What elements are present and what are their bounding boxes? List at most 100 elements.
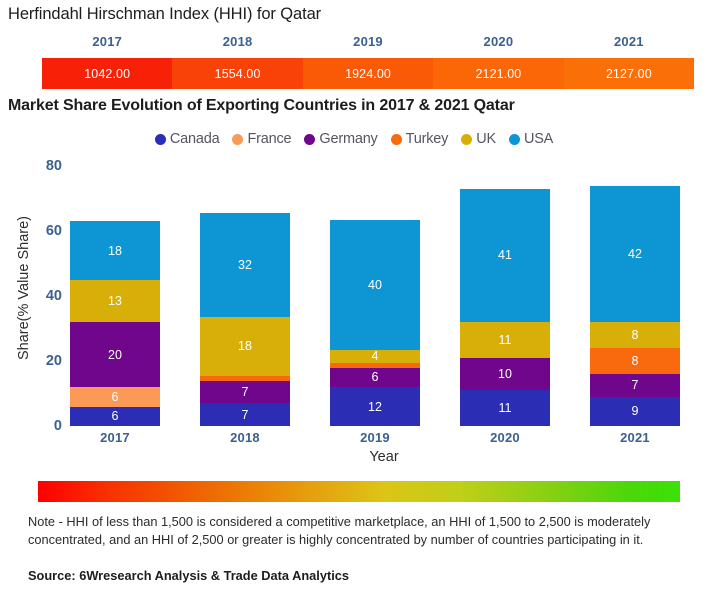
legend-swatch-icon: [154, 133, 166, 145]
legend-item-label: USA: [523, 131, 554, 147]
hhi-concentration-gradient-bar: [38, 481, 680, 502]
bar-segment-value-label: 18: [108, 243, 122, 258]
bar-segment-germany-2020[interactable]: 10: [460, 357, 550, 391]
hhi-value-cell: 2127.00: [563, 58, 694, 89]
x-axis-tick-label: 2020: [490, 430, 520, 445]
y-axis-tick-label: 80: [45, 158, 62, 174]
bar-segment-uk-2020[interactable]: 11: [460, 322, 550, 358]
bar-segment-usa-2018[interactable]: 32: [200, 213, 290, 318]
hhi-value-bar: 1042.00 1554.00 1924.00 2121.00 2127.00: [42, 58, 694, 89]
bar-segment-value-label: 13: [108, 293, 122, 308]
hhi-year-label: 2021: [613, 34, 644, 49]
hhi-value-cell: 1042.00: [42, 58, 173, 89]
bar-segment-germany-2017[interactable]: 20: [70, 322, 160, 387]
bar-segment-value-label: 7: [631, 378, 639, 393]
legend-swatch-icon: [390, 133, 402, 145]
y-axis-title: Share(% Value Share): [16, 216, 32, 361]
bar-segment-value-label: 6: [371, 370, 379, 385]
bar-column-2017[interactable]: 6 6 20 13 18: [70, 0, 160, 600]
legend-item-canada[interactable]: Canada: [154, 131, 220, 147]
legend-item-turkey[interactable]: Turkey: [390, 131, 449, 147]
hhi-year-label: 2018: [222, 34, 253, 49]
bar-segment-value-label: 9: [631, 404, 639, 419]
bar-segment-value-label: 11: [498, 332, 512, 347]
bar-segment-turkey-2019[interactable]: [330, 362, 420, 368]
y-axis-tick-label: 60: [45, 223, 62, 239]
hhi-year-header-row: 2017 2018 2019 2020 2021: [42, 34, 694, 49]
legend-swatch-icon: [304, 133, 316, 145]
y-axis-tick-label: 40: [45, 288, 62, 304]
bar-segment-value-label: 20: [108, 347, 122, 362]
legend-item-label: Canada: [169, 131, 220, 147]
legend-swatch-icon: [508, 133, 520, 145]
bar-segment-value-label: 7: [241, 407, 249, 422]
legend-item-label: Germany: [319, 131, 378, 147]
bar-segment-uk-2019[interactable]: 4: [330, 349, 420, 363]
bar-segment-value-label: 6: [111, 409, 119, 424]
chart-legend: Canada France Germany Turkey UK USA: [0, 131, 708, 147]
bar-segment-value-label: 8: [631, 354, 639, 368]
bar-segment-germany-2021[interactable]: 7: [590, 374, 680, 397]
x-axis-tick-label: 2019: [360, 430, 390, 445]
bar-segment-turkey-2021[interactable]: 8: [590, 348, 680, 374]
bar-segment-value-label: 12: [368, 399, 382, 414]
bar-column-2019[interactable]: 12 6 4 40: [330, 0, 420, 600]
bar-segment-value-label: 6: [111, 389, 119, 404]
hhi-value-cell: 1924.00: [302, 58, 434, 89]
bar-segment-uk-2018[interactable]: 18: [200, 317, 290, 376]
chart-title: Market Share Evolution of Exporting Coun…: [8, 97, 515, 114]
x-axis-title: Year: [369, 449, 399, 465]
hhi-year-label: 2019: [353, 34, 383, 49]
bar-segment-value-label: 18: [238, 339, 252, 354]
x-axis-tick-label: 2021: [620, 430, 650, 445]
legend-swatch-icon: [232, 133, 244, 145]
legend-item-france[interactable]: France: [232, 131, 292, 147]
bar-segment-value-label: 10: [498, 367, 512, 381]
bar-segment-value-label: 7: [241, 384, 249, 399]
bar-column-2020[interactable]: 11 10 11 41: [460, 0, 550, 600]
legend-item-uk[interactable]: UK: [461, 131, 496, 147]
bar-segment-canada-2018[interactable]: 7: [200, 403, 290, 426]
bar-segment-uk-2021[interactable]: 8: [590, 322, 680, 348]
y-axis-tick-label: 0: [53, 418, 62, 434]
y-axis-tick-label: 20: [45, 353, 62, 369]
hhi-value-cell: 2121.00: [433, 58, 564, 89]
bar-segment-canada-2020[interactable]: 11: [460, 390, 550, 426]
legend-item-usa[interactable]: USA: [508, 131, 554, 147]
bar-segment-usa-2017[interactable]: 18: [70, 221, 160, 280]
x-axis-tick-label: 2018: [230, 430, 260, 445]
bar-segment-germany-2018[interactable]: 7: [200, 380, 290, 404]
bar-segment-value-label: 8: [631, 328, 639, 342]
bar-segment-canada-2019[interactable]: 12: [330, 387, 420, 426]
bar-segment-value-label: 42: [628, 246, 642, 261]
hhi-value-cell: 1554.00: [172, 58, 303, 89]
x-axis-tick-label: 2017: [100, 430, 130, 445]
hhi-year-label: 2017: [92, 34, 123, 49]
bar-segment-france-2017[interactable]: 6: [70, 387, 160, 407]
bar-column-2018[interactable]: 7 7 18 32: [200, 0, 290, 600]
bar-segment-germany-2019[interactable]: 6: [330, 367, 420, 387]
bar-segment-usa-2020[interactable]: 41: [460, 188, 550, 322]
bar-segment-value-label: 40: [368, 277, 382, 292]
legend-swatch-icon: [461, 133, 473, 145]
bar-segment-canada-2017[interactable]: 6: [70, 406, 160, 426]
legend-item-label: Turkey: [405, 131, 449, 147]
bar-segment-turkey-2018[interactable]: [200, 375, 290, 381]
bar-segment-value-label: 41: [498, 248, 512, 263]
bar-segment-usa-2021[interactable]: 42: [590, 185, 680, 322]
stacked-bars: 6 6 20 13 18 2017 7 7 18 32 2018 12 6 4 40 2019 11 10 11 41…: [68, 0, 700, 600]
footer-source: Source: 6Wresearch Analysis & Trade Data…: [28, 568, 350, 583]
hhi-year-label: 2020: [483, 34, 514, 49]
footer-note: Note - HHI of less than 1,500 is conside…: [28, 514, 651, 548]
bar-segment-value-label: 11: [498, 401, 512, 416]
bar-segment-value-label: 32: [238, 258, 252, 273]
bar-segment-canada-2021[interactable]: 9: [590, 396, 680, 426]
legend-item-germany[interactable]: Germany: [304, 131, 378, 147]
legend-item-label: UK: [476, 131, 496, 147]
bar-segment-uk-2017[interactable]: 13: [70, 279, 160, 322]
legend-item-label: France: [247, 131, 292, 147]
bar-column-2021[interactable]: 9 7 8 8 42: [590, 0, 680, 600]
bar-segment-usa-2019[interactable]: 40: [330, 219, 420, 350]
hhi-title: Herfindahl Hirschman Index (HHI) for Qat…: [8, 5, 322, 23]
